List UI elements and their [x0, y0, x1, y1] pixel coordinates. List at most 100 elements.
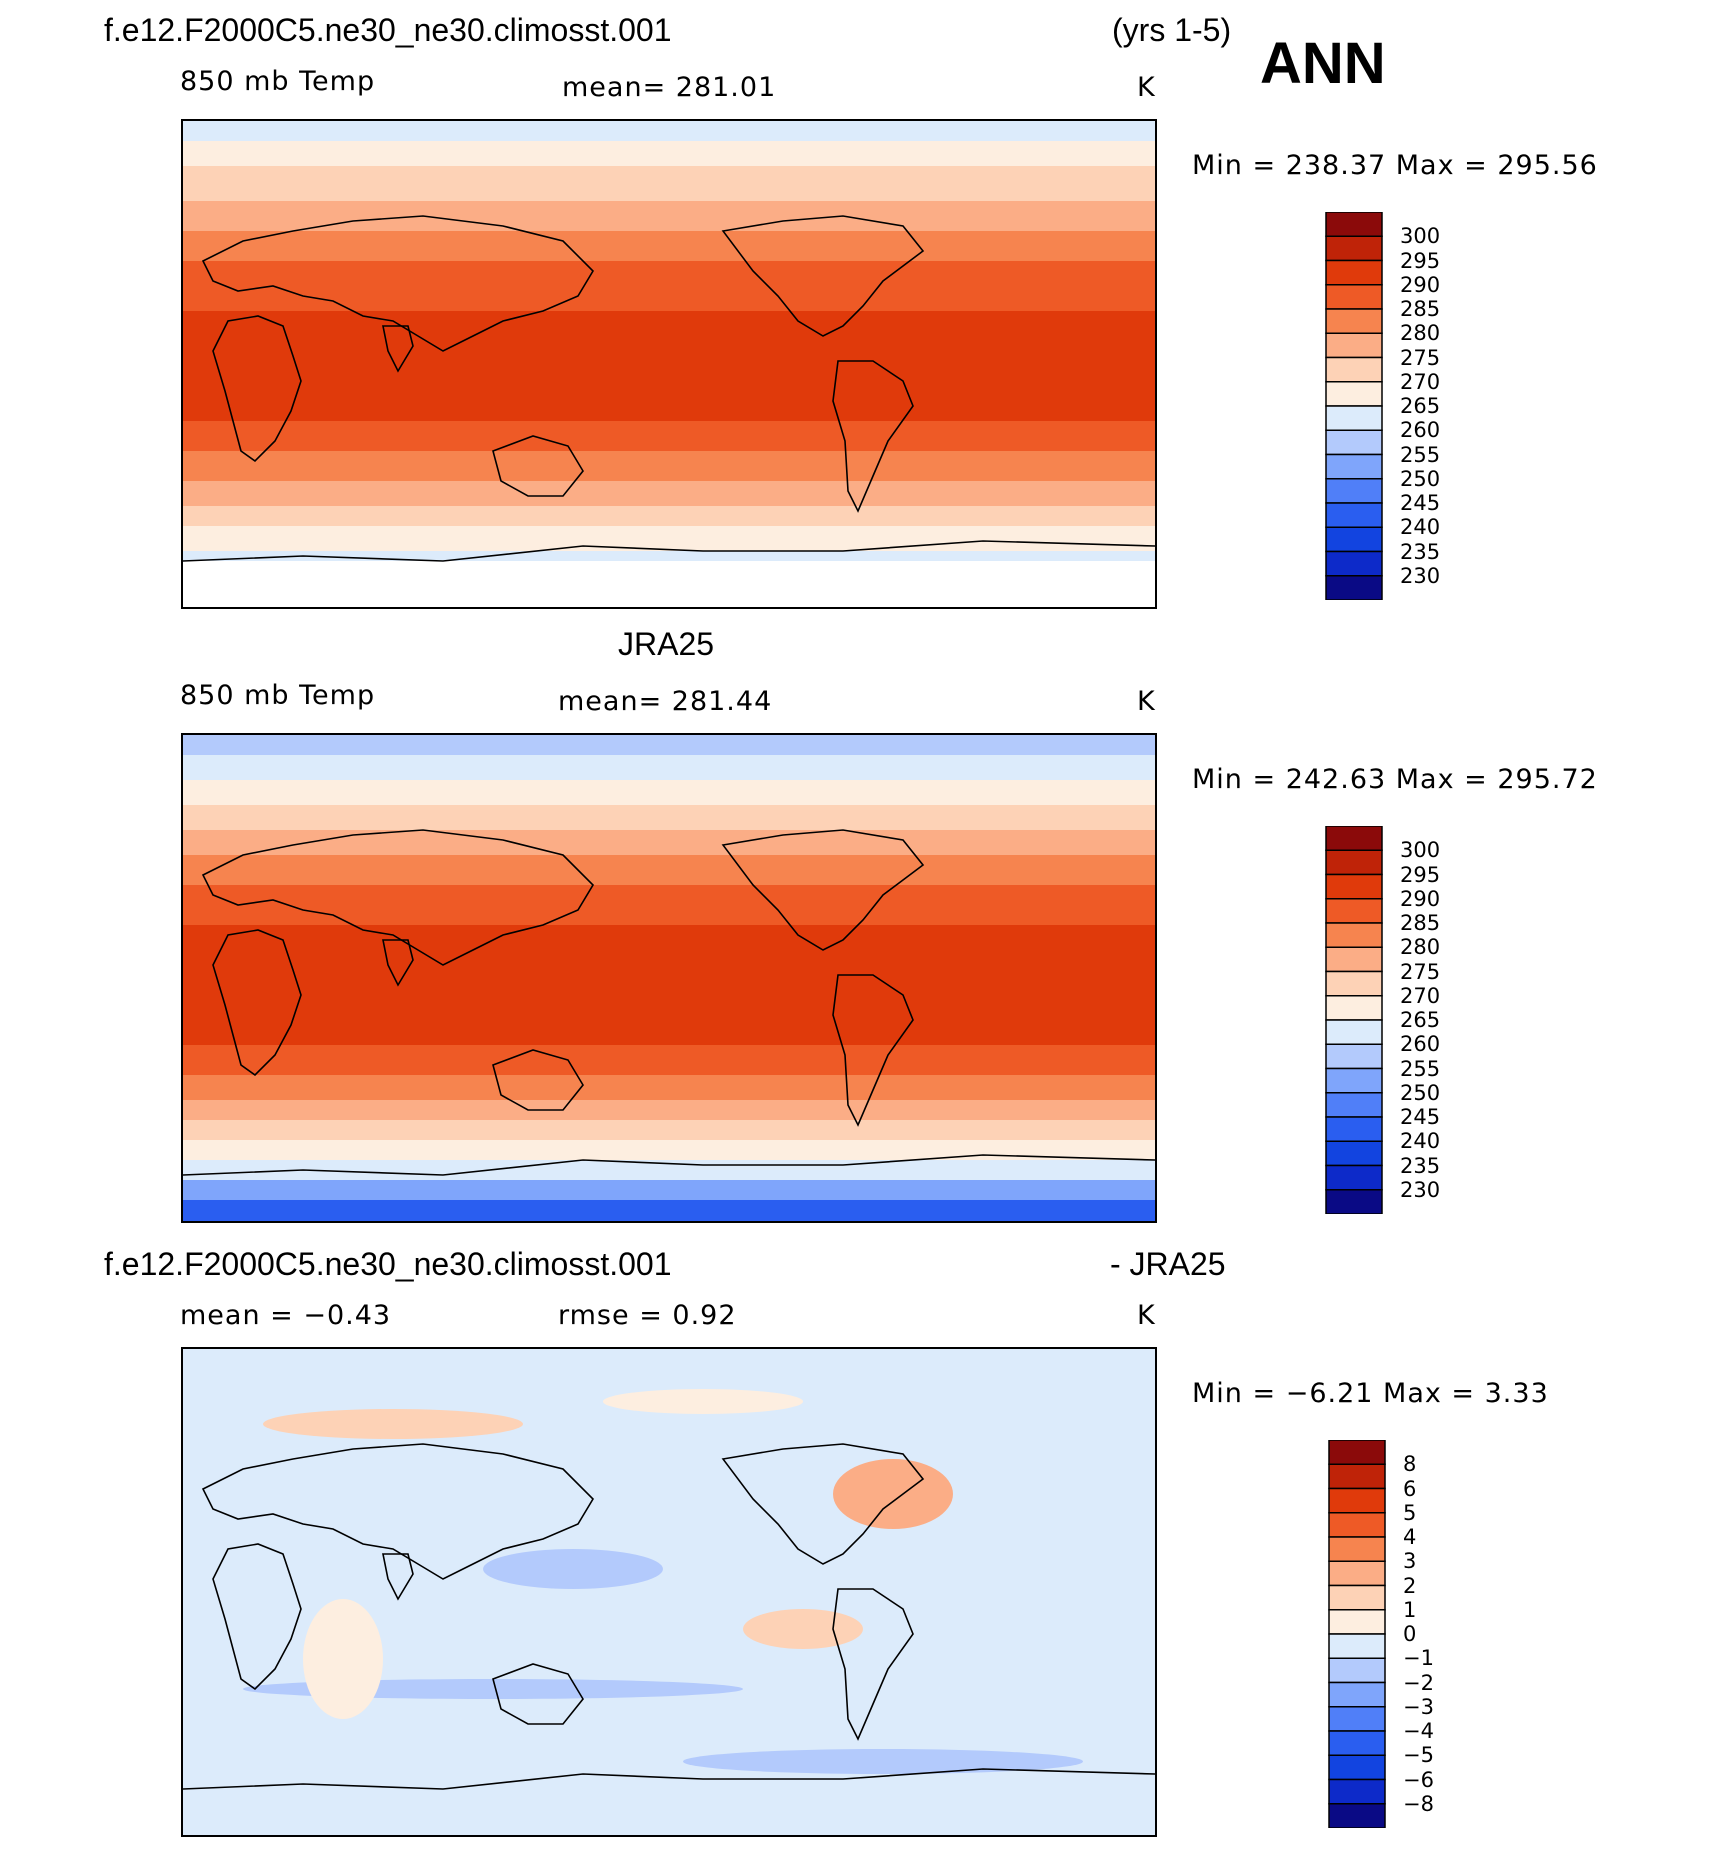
- panel2-obs-map: [181, 733, 1157, 1223]
- colorbar-swatch: [1325, 1067, 1383, 1094]
- colorbar-swatch: [1328, 1536, 1386, 1562]
- colorbar-swatch: [1325, 995, 1383, 1021]
- temperature-band: [183, 925, 1155, 1045]
- colorbar-label: −4: [1403, 1719, 1434, 1743]
- panel1-mean: mean= 281.01: [562, 72, 777, 103]
- colorbar-swatch: [1325, 550, 1383, 577]
- colorbar-label: −1: [1403, 1646, 1434, 1671]
- colorbar-label: 265: [1400, 394, 1441, 418]
- coastline: [832, 1588, 914, 1741]
- colorbar-swatch: [1325, 429, 1383, 456]
- colorbar-label: 280: [1400, 935, 1441, 960]
- temperature-band: [183, 735, 1155, 755]
- colorbar-label: 235: [1400, 539, 1441, 564]
- temperature-band: [183, 805, 1155, 830]
- panel1-variable: 850 mb Temp: [180, 66, 376, 97]
- colorbar-swatch: [1328, 1706, 1386, 1732]
- panel2-variable: 850 mb Temp: [180, 680, 376, 711]
- panel2-units: K: [1137, 686, 1156, 717]
- coastline: [183, 1768, 1155, 1790]
- colorbar-label: 280: [1400, 321, 1441, 346]
- colorbar-swatch: [1328, 1730, 1386, 1756]
- colorbar-swatch: [1325, 826, 1383, 851]
- colorbar-swatch: [1325, 922, 1383, 948]
- colorbar-label: 285: [1400, 297, 1441, 321]
- panel2-minmax: Min = 242.63 Max = 295.72: [1192, 764, 1598, 795]
- colorbar-swatch: [1325, 1092, 1383, 1118]
- colorbar-label: 275: [1400, 959, 1441, 984]
- coastline: [832, 974, 914, 1127]
- temperature-band: [183, 1180, 1155, 1200]
- colorbar-label: −3: [1403, 1694, 1434, 1719]
- colorbar-swatch: [1325, 1116, 1383, 1142]
- colorbar-swatch: [1325, 526, 1383, 553]
- colorbar-swatch: [1325, 1140, 1383, 1167]
- panel3-rmse: rmse = 0.92: [558, 1300, 737, 1331]
- coastline: [212, 1543, 302, 1691]
- colorbar-swatch: [1325, 235, 1383, 262]
- colorbar-label: 3: [1403, 1549, 1417, 1574]
- coastline: [492, 1663, 584, 1725]
- panel3-minmax: Min = −6.21 Max = 3.33: [1192, 1378, 1549, 1409]
- colorbar-swatch: [1325, 259, 1383, 286]
- colorbar-label: 295: [1400, 248, 1441, 273]
- coastline: [492, 435, 584, 497]
- colorbar-swatch: [1325, 478, 1383, 504]
- temperature-band: [183, 526, 1155, 551]
- colorbar-label: 295: [1400, 862, 1441, 887]
- colorbar-label: 260: [1400, 1032, 1441, 1057]
- colorbar-label: 240: [1400, 1129, 1441, 1154]
- temperature-band: [183, 1045, 1155, 1075]
- colorbar-swatch: [1325, 1164, 1383, 1191]
- colorbar-label: 1: [1403, 1597, 1417, 1622]
- panel1-units: K: [1137, 72, 1156, 103]
- coastline: [492, 1049, 584, 1111]
- temperature-band: [183, 121, 1155, 141]
- temperature-band: [183, 1100, 1155, 1120]
- colorbar-swatch: [1325, 308, 1383, 334]
- anomaly-region: [683, 1749, 1083, 1774]
- temperature-band: [183, 141, 1155, 166]
- temperature-band: [183, 311, 1155, 421]
- colorbar-swatch: [1325, 356, 1383, 383]
- temperature-band: [183, 830, 1155, 855]
- colorbar-label: 290: [1400, 886, 1441, 911]
- anomaly-region: [483, 1549, 663, 1589]
- colorbar-swatch: [1325, 332, 1383, 359]
- colorbar-swatch: [1325, 1043, 1383, 1070]
- coastline: [212, 315, 302, 463]
- coastline: [201, 215, 595, 352]
- colorbar-label: 270: [1400, 369, 1441, 394]
- anomaly-region: [603, 1389, 803, 1414]
- colorbar-swatch: [1328, 1512, 1386, 1538]
- colorbar-label: 285: [1400, 911, 1441, 935]
- coastline: [382, 325, 414, 373]
- colorbar-label: 0: [1403, 1622, 1417, 1646]
- colorbar-label: 5: [1403, 1500, 1417, 1525]
- temperature-band: [183, 231, 1155, 261]
- colorbar-swatch: [1325, 284, 1383, 310]
- coastline: [183, 1154, 1155, 1176]
- colorbar-swatch: [1325, 212, 1383, 237]
- colorbar-label: 250: [1400, 466, 1441, 491]
- panel1-case-title: f.e12.F2000C5.ne30_ne30.climosst.001: [104, 12, 672, 48]
- temperature-band: [183, 885, 1155, 925]
- colorbar-swatch: [1328, 1584, 1386, 1611]
- anomaly-region: [263, 1409, 523, 1439]
- coastline: [832, 360, 914, 513]
- colorbar-swatch: [1325, 381, 1383, 407]
- colorbar-label: 2: [1403, 1573, 1417, 1598]
- panel1-minmax: Min = 238.37 Max = 295.56: [1192, 150, 1598, 181]
- temperature-band: [183, 201, 1155, 231]
- colorbar-swatch: [1328, 1463, 1386, 1490]
- temperature-band: [183, 481, 1155, 506]
- colorbar-label: 235: [1400, 1153, 1441, 1178]
- panel2-colorbar: [1325, 826, 1383, 1214]
- colorbar-swatch: [1325, 502, 1383, 528]
- temperature-band: [183, 855, 1155, 885]
- colorbar-swatch: [1328, 1560, 1386, 1587]
- temperature-band: [183, 166, 1155, 201]
- temperature-band: [183, 1200, 1155, 1221]
- panel2-mean: mean= 281.44: [558, 686, 773, 717]
- colorbar-label: 245: [1400, 1105, 1441, 1129]
